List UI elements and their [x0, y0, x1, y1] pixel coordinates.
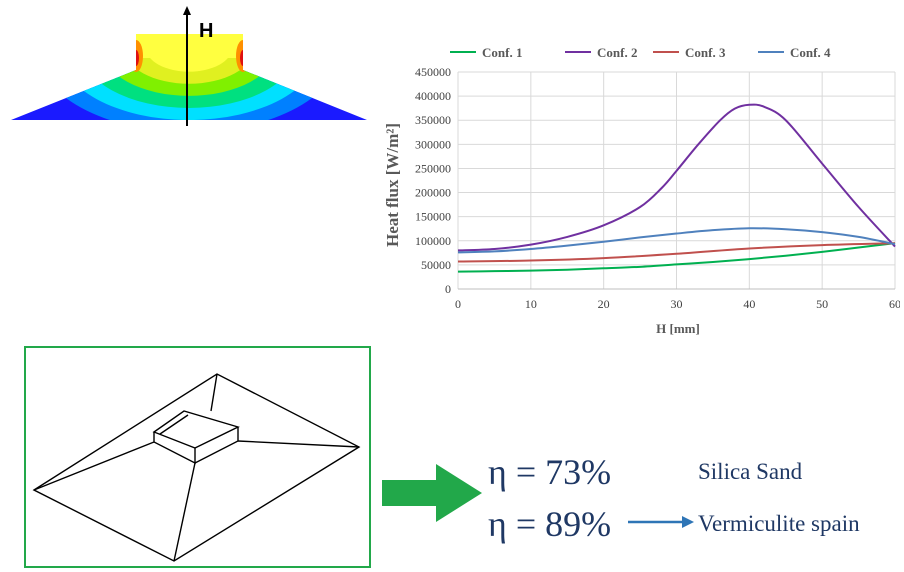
heat-flux-contour-image: H [11, 6, 367, 126]
y-tick-label: 100000 [415, 234, 451, 248]
material-vermiculite: Vermiculite spain [698, 511, 860, 536]
x-tick-label: 20 [598, 297, 610, 311]
x-tick-labels: 0 10 20 30 40 50 60 [455, 297, 900, 311]
x-tick-label: 30 [671, 297, 683, 311]
result-arrow-icon [382, 464, 482, 522]
series-line-conf-1 [457, 242, 896, 273]
y-tick-label: 150000 [415, 210, 451, 224]
y-tick-label: 50000 [421, 258, 451, 272]
chart-series [457, 103, 896, 273]
hot-spot-core [240, 50, 246, 66]
y-axis-label: Heat flux [W/m²] [383, 123, 402, 247]
heat-flux-chart: Conf. 1 Conf. 2 Conf. 3 Conf. 4 0 50000 10000… [383, 45, 900, 336]
small-arrow-icon [628, 516, 694, 528]
series-line-conf-2 [457, 103, 896, 252]
model-diagram-frame [24, 346, 371, 568]
y-tick-label: 200000 [415, 186, 451, 200]
block-front-right [194, 427, 239, 464]
contour-band-top [136, 34, 243, 58]
efficiency-vermiculite: η = 89% [488, 504, 612, 544]
legend-label: Conf. 4 [790, 45, 831, 60]
x-tick-label: 40 [743, 297, 755, 311]
model-wireframe [32, 373, 361, 562]
contour-field [11, 34, 367, 120]
y-tick-labels: 0 50000 100000 150000 200000 250000 300000 3500… [415, 65, 451, 296]
chart-legend: Conf. 1 Conf. 2 Conf. 3 Conf. 4 [450, 45, 831, 60]
x-tick-label: 10 [525, 297, 537, 311]
y-tick-label: 0 [445, 282, 451, 296]
x-tick-label: 50 [816, 297, 828, 311]
y-tick-label: 300000 [415, 137, 451, 151]
series-line-conf-4 [457, 227, 896, 254]
chart-grid [457, 71, 896, 290]
legend-label: Conf. 2 [597, 45, 637, 60]
legend-label: Conf. 3 [685, 45, 726, 60]
y-tick-label: 400000 [415, 89, 451, 103]
legend-label: Conf. 1 [482, 45, 522, 60]
material-silica-sand: Silica Sand [698, 459, 803, 484]
y-tick-label: 350000 [415, 113, 451, 127]
block-front-left [153, 432, 196, 465]
hot-spot-core [133, 50, 139, 66]
edge-left [33, 441, 155, 491]
edge-top [210, 373, 218, 412]
base-outline [32, 373, 361, 562]
y-tick-label: 250000 [415, 161, 451, 175]
edge-right [237, 440, 360, 448]
h-axis-arrowhead [183, 6, 191, 15]
x-tick-label: 0 [455, 297, 461, 311]
x-axis-label: H [mm] [656, 321, 700, 336]
series-line-conf-3 [457, 242, 896, 263]
efficiency-silica: η = 73% [488, 452, 612, 492]
x-tick-label: 60 [889, 297, 900, 311]
block-inner-edge [159, 414, 189, 435]
y-tick-label: 450000 [415, 65, 451, 79]
edge-bottom [173, 462, 196, 562]
h-axis-label: H [199, 20, 213, 42]
